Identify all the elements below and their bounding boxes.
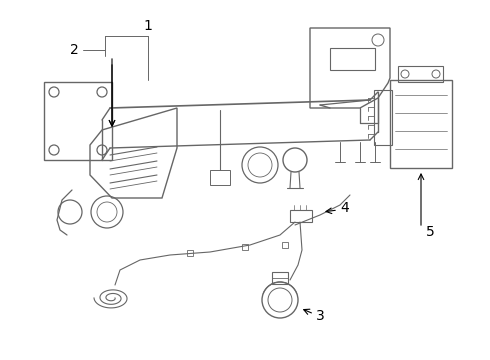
Bar [330, 48, 375, 70]
Bar [282, 242, 288, 248]
Bar [398, 66, 443, 82]
Bar [44, 82, 112, 160]
Bar [290, 210, 312, 222]
Text: 2: 2 [70, 43, 78, 57]
Bar [390, 80, 452, 168]
Text: 5: 5 [426, 225, 435, 239]
Bar [210, 170, 230, 185]
Text: 1: 1 [144, 19, 152, 33]
Bar [242, 244, 248, 250]
Text: 4: 4 [340, 201, 349, 215]
Bar [272, 272, 288, 284]
Text: 3: 3 [316, 309, 325, 323]
Bar [374, 90, 392, 145]
Bar [187, 250, 193, 256]
